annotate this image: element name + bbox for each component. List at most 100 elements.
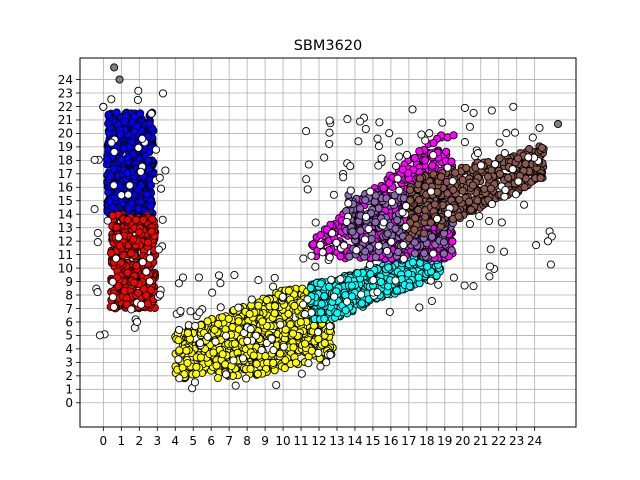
- data-point: [128, 118, 137, 127]
- data-point: [449, 273, 458, 282]
- data-point: [190, 378, 200, 387]
- x-tick-label: 22: [491, 434, 506, 448]
- data-point: [356, 117, 365, 126]
- data-point: [469, 282, 478, 291]
- data-point: [281, 356, 290, 365]
- data-point: [379, 183, 388, 193]
- data-point: [425, 129, 434, 138]
- data-point: [174, 355, 183, 364]
- data-point: [238, 354, 248, 363]
- data-point: [465, 197, 474, 206]
- x-tick-label: 2: [135, 434, 143, 448]
- data-point: [90, 205, 99, 214]
- data-point: [132, 261, 141, 270]
- data-point: [139, 284, 149, 294]
- data-point: [466, 205, 476, 214]
- data-point: [487, 106, 496, 115]
- data-point: [299, 254, 308, 263]
- data-point: [93, 288, 102, 297]
- data-point: [230, 270, 239, 280]
- data-point: [123, 153, 132, 162]
- data-point: [404, 269, 413, 278]
- data-point: [433, 214, 442, 223]
- data-point: [394, 247, 403, 257]
- data-point: [231, 381, 240, 390]
- data-point: [146, 254, 155, 263]
- data-point: [270, 309, 279, 318]
- data-point: [157, 184, 166, 193]
- data-point: [114, 233, 123, 242]
- data-point: [125, 181, 134, 190]
- y-tick-label: 1: [65, 383, 73, 397]
- data-point: [307, 308, 316, 317]
- x-tick-label: 4: [171, 434, 179, 448]
- x-tick-label: 12: [311, 434, 326, 448]
- data-point: [485, 262, 495, 271]
- data-point: [473, 196, 482, 205]
- data-point: [395, 186, 404, 195]
- data-point: [385, 129, 394, 138]
- data-point: [365, 260, 374, 269]
- data-point: [326, 350, 335, 359]
- data-point: [415, 303, 424, 312]
- data-point: [124, 204, 133, 213]
- data-point: [314, 348, 323, 357]
- data-point: [186, 307, 195, 316]
- data-point: [284, 286, 293, 295]
- data-point: [543, 237, 552, 246]
- data-point: [297, 369, 306, 378]
- data-point: [112, 223, 121, 232]
- data-point: [336, 275, 345, 284]
- data-point: [108, 277, 117, 286]
- x-tick-label: 15: [365, 434, 380, 448]
- data-point: [93, 238, 102, 247]
- data-point: [369, 276, 378, 285]
- data-point: [454, 212, 463, 221]
- data-point: [107, 138, 116, 147]
- data-point: [414, 273, 423, 282]
- data-point: [401, 222, 410, 231]
- y-tick-label: 10: [58, 261, 73, 275]
- data-point: [224, 314, 233, 323]
- data-point: [460, 138, 469, 147]
- data-point: [123, 168, 132, 178]
- data-point: [532, 241, 541, 250]
- data-point: [410, 249, 419, 258]
- data-point: [208, 288, 217, 297]
- data-point: [371, 218, 380, 227]
- data-point: [281, 325, 290, 334]
- data-point: [429, 249, 438, 258]
- data-point: [426, 276, 435, 285]
- data-point: [357, 290, 366, 299]
- y-tick-label: 6: [65, 315, 73, 329]
- data-point: [284, 309, 293, 318]
- data-point: [504, 173, 513, 182]
- data-point: [430, 200, 439, 209]
- outlier-point: [110, 63, 119, 72]
- data-point: [254, 301, 263, 310]
- data-point: [290, 301, 299, 310]
- data-point: [449, 185, 458, 194]
- data-point: [262, 296, 271, 305]
- data-point: [343, 115, 352, 124]
- data-point: [421, 156, 430, 165]
- data-point: [528, 133, 537, 142]
- data-point: [183, 328, 192, 338]
- data-point: [333, 309, 342, 318]
- data-point: [458, 175, 467, 185]
- data-point: [203, 317, 212, 326]
- data-point: [332, 238, 341, 247]
- data-point: [486, 184, 495, 193]
- data-point: [509, 102, 518, 111]
- data-point: [174, 279, 183, 288]
- y-tick-label: 21: [58, 113, 73, 127]
- data-point: [108, 211, 117, 220]
- data-point: [427, 187, 436, 196]
- data-point: [348, 227, 357, 236]
- data-point: [449, 131, 458, 140]
- data-point: [304, 359, 313, 368]
- data-point: [361, 124, 370, 134]
- data-point: [106, 197, 115, 206]
- data-point: [383, 229, 392, 238]
- data-point: [325, 322, 334, 331]
